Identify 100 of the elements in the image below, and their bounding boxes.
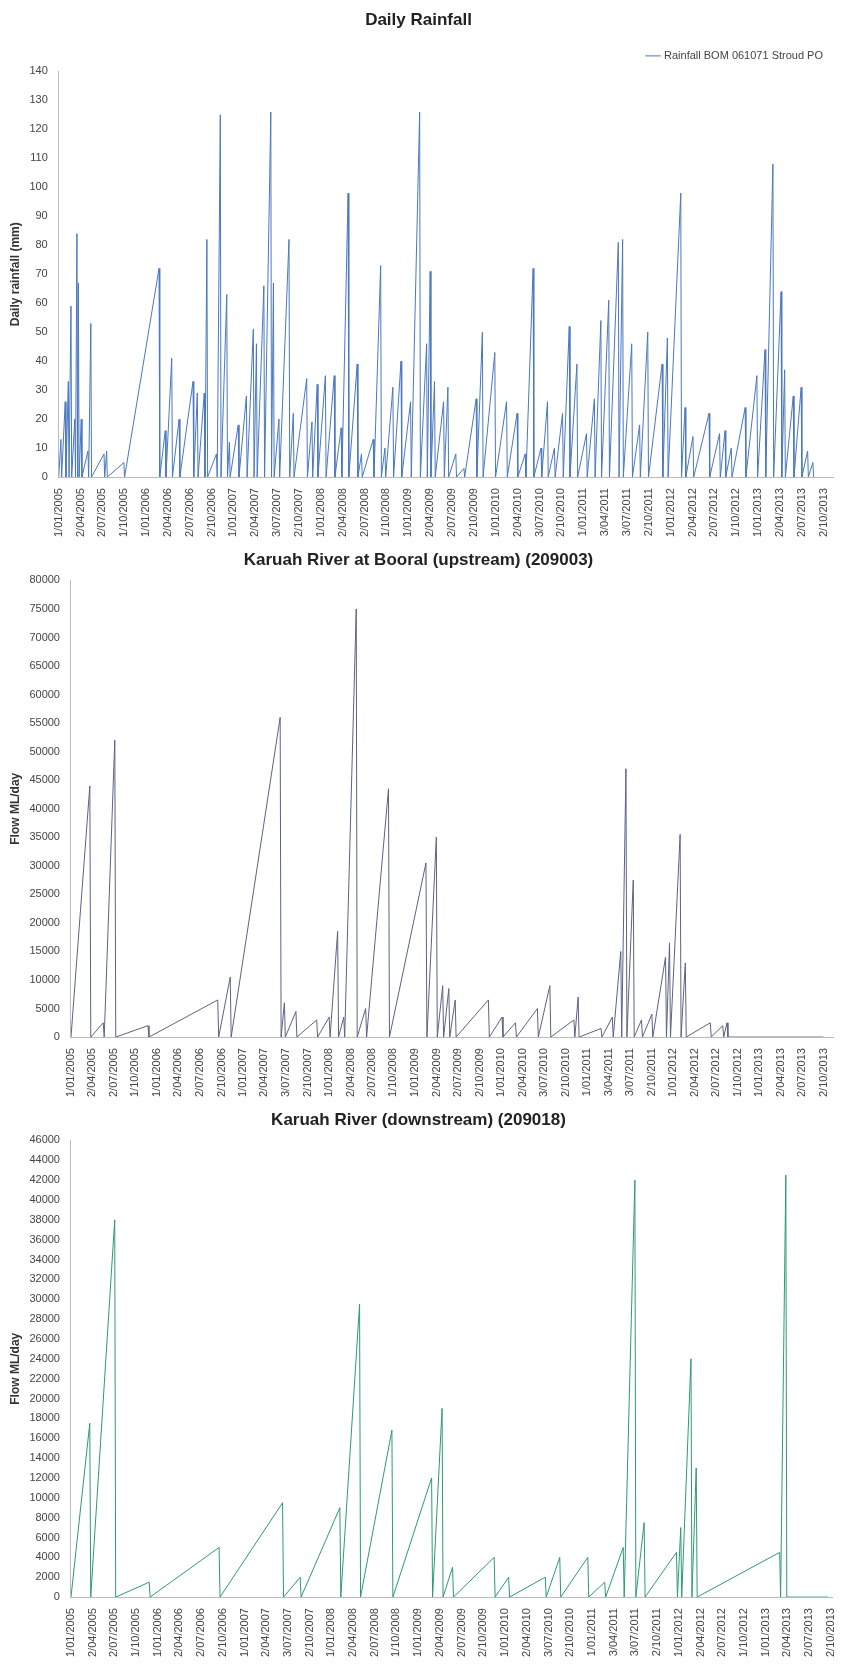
x-tick-label: 1/01/2006	[139, 488, 152, 537]
x-tick-label: 1/01/2008	[313, 488, 326, 537]
x-tick-label: 3/07/2011	[619, 488, 632, 537]
x-tick-label: 1/01/2008	[321, 1048, 334, 1097]
y-tick-label: 65000	[29, 659, 60, 672]
x-tick-label: 1/10/2012	[729, 488, 742, 537]
x-tick-label: 2/07/2013	[794, 488, 807, 537]
x-tick-label: 3/07/2010	[532, 488, 545, 537]
x-tick-label: 2/04/2008	[343, 1048, 356, 1097]
x-tick-label: 2/07/2005	[106, 1048, 119, 1097]
x-tick-label: 1/01/2012	[663, 488, 676, 537]
y-tick-label: 2000	[35, 1570, 60, 1583]
y-tick-label: 0	[41, 470, 48, 483]
x-tick-label: 2/04/2008	[346, 1608, 359, 1657]
y-tick-label: 20	[35, 412, 48, 425]
x-tick-label: 3/04/2011	[601, 1048, 614, 1097]
x-tick-label: 2/10/2007	[302, 1608, 315, 1657]
y-tick-label: 70000	[29, 630, 60, 643]
y-tick-label: 120	[29, 122, 48, 135]
y-tick-label: 20000	[29, 1391, 60, 1404]
y-tick-label: 50	[35, 325, 48, 338]
x-tick-label: 2/07/2013	[795, 1048, 808, 1097]
x-tick-label: 2/07/2009	[454, 1608, 467, 1657]
x-tick-label: 2/10/2006	[215, 1608, 228, 1657]
y-tick-label: 24000	[29, 1351, 60, 1364]
y-tick-label: 30	[35, 383, 48, 396]
x-tick-label: 2/07/2006	[182, 488, 195, 537]
x-tick-label: 3/07/2007	[279, 1048, 292, 1097]
x-tick-label: 2/07/2013	[801, 1608, 814, 1657]
x-tick-label: 1/01/2013	[751, 488, 764, 537]
y-axis-title: Flow ML/day	[7, 772, 22, 845]
x-tick-label: 2/10/2006	[214, 1048, 227, 1097]
y-tick-label: 36000	[29, 1232, 60, 1245]
chart-title: Daily Rainfall	[365, 9, 472, 29]
x-tick-label: 2/04/2010	[515, 1048, 528, 1097]
y-tick-label: 55000	[29, 716, 60, 729]
x-tick-label: 1/01/2010	[494, 1048, 507, 1097]
x-tick-label: 2/10/2009	[472, 1048, 485, 1097]
x-tick-label: 1/10/2008	[389, 1608, 402, 1657]
x-tick-label: 1/01/2009	[408, 1048, 421, 1097]
x-tick-label: 2/04/2005	[85, 1608, 98, 1657]
x-tick-label: 2/04/2012	[687, 1048, 700, 1097]
x-tick-label: 2/10/2013	[816, 488, 829, 537]
x-tick-label: 2/04/2013	[772, 488, 785, 537]
x-tick-label: 2/10/2013	[816, 1048, 829, 1097]
x-tick-label: 2/07/2012	[715, 1608, 728, 1657]
y-tick-label: 40	[35, 354, 48, 367]
x-tick-label: 1/01/2005	[64, 1048, 77, 1097]
y-tick-label: 22000	[29, 1371, 60, 1384]
y-tick-label: 46000	[29, 1133, 60, 1146]
y-tick-label: 0	[53, 1030, 60, 1043]
y-tick-label: 35000	[29, 830, 60, 843]
y-tick-label: 10000	[29, 1490, 60, 1503]
x-tick-label: 1/01/2006	[150, 1608, 163, 1657]
y-tick-label: 5000	[35, 1001, 60, 1014]
y-tick-label: 14000	[29, 1451, 60, 1464]
y-tick-label: 45000	[29, 773, 60, 786]
y-axis-title: Flow ML/day	[7, 1332, 22, 1405]
y-axis-title: Daily rainfall (mm)	[7, 222, 22, 327]
y-tick-label: 70	[35, 267, 48, 280]
x-tick-label: 1/01/2013	[752, 1048, 765, 1097]
x-tick-label: 1/01/2009	[401, 488, 414, 537]
x-tick-label: 1/01/2007	[235, 1048, 248, 1097]
x-tick-label: 2/04/2013	[773, 1048, 786, 1097]
y-tick-label: 25000	[29, 887, 60, 900]
y-tick-label: 75000	[29, 601, 60, 614]
x-tick-label: 2/04/2012	[693, 1608, 706, 1657]
x-tick-label: 2/10/2010	[558, 1048, 571, 1097]
x-tick-label: 1/01/2010	[488, 488, 501, 537]
x-tick-label: 1/10/2005	[117, 488, 130, 537]
x-tick-label: 3/04/2011	[606, 1608, 619, 1657]
y-tick-label: 60000	[29, 687, 60, 700]
x-tick-label: 2/07/2012	[707, 488, 720, 537]
y-tick-label: 100	[29, 180, 48, 193]
x-tick-label: 1/01/2012	[666, 1048, 679, 1097]
x-tick-label: 2/07/2008	[365, 1048, 378, 1097]
y-tick-label: 40000	[29, 801, 60, 814]
x-tick-label: 1/10/2008	[386, 1048, 399, 1097]
chart-title: Karuah River at Booral (upstream) (209003)	[243, 549, 594, 569]
y-tick-label: 42000	[29, 1173, 60, 1186]
x-tick-label: 1/10/2008	[379, 488, 392, 537]
x-tick-label: 2/04/2005	[73, 488, 86, 537]
x-tick-label: 2/04/2007	[248, 488, 261, 537]
y-tick-label: 60	[35, 296, 48, 309]
x-tick-label: 2/10/2007	[300, 1048, 313, 1097]
x-tick-label: 2/10/2007	[292, 488, 305, 537]
x-tick-label: 3/07/2007	[281, 1608, 294, 1657]
x-tick-label: 2/10/2010	[554, 488, 567, 537]
x-tick-label: 2/10/2010	[563, 1608, 576, 1657]
x-tick-label: 3/07/2011	[628, 1608, 641, 1657]
y-tick-label: 20000	[29, 915, 60, 928]
x-tick-label: 1/01/2007	[226, 488, 239, 537]
x-tick-label: 1/01/2006	[150, 1048, 162, 1097]
y-tick-label: 34000	[29, 1252, 60, 1265]
x-tick-label: 2/07/2006	[194, 1608, 207, 1657]
x-tick-label: 1/01/2010	[498, 1608, 511, 1657]
x-tick-label: 1/01/2011	[580, 1048, 593, 1097]
y-tick-label: 28000	[29, 1312, 60, 1325]
x-tick-label: 2/07/2005	[95, 488, 108, 537]
x-tick-label: 1/01/2007	[237, 1608, 250, 1657]
